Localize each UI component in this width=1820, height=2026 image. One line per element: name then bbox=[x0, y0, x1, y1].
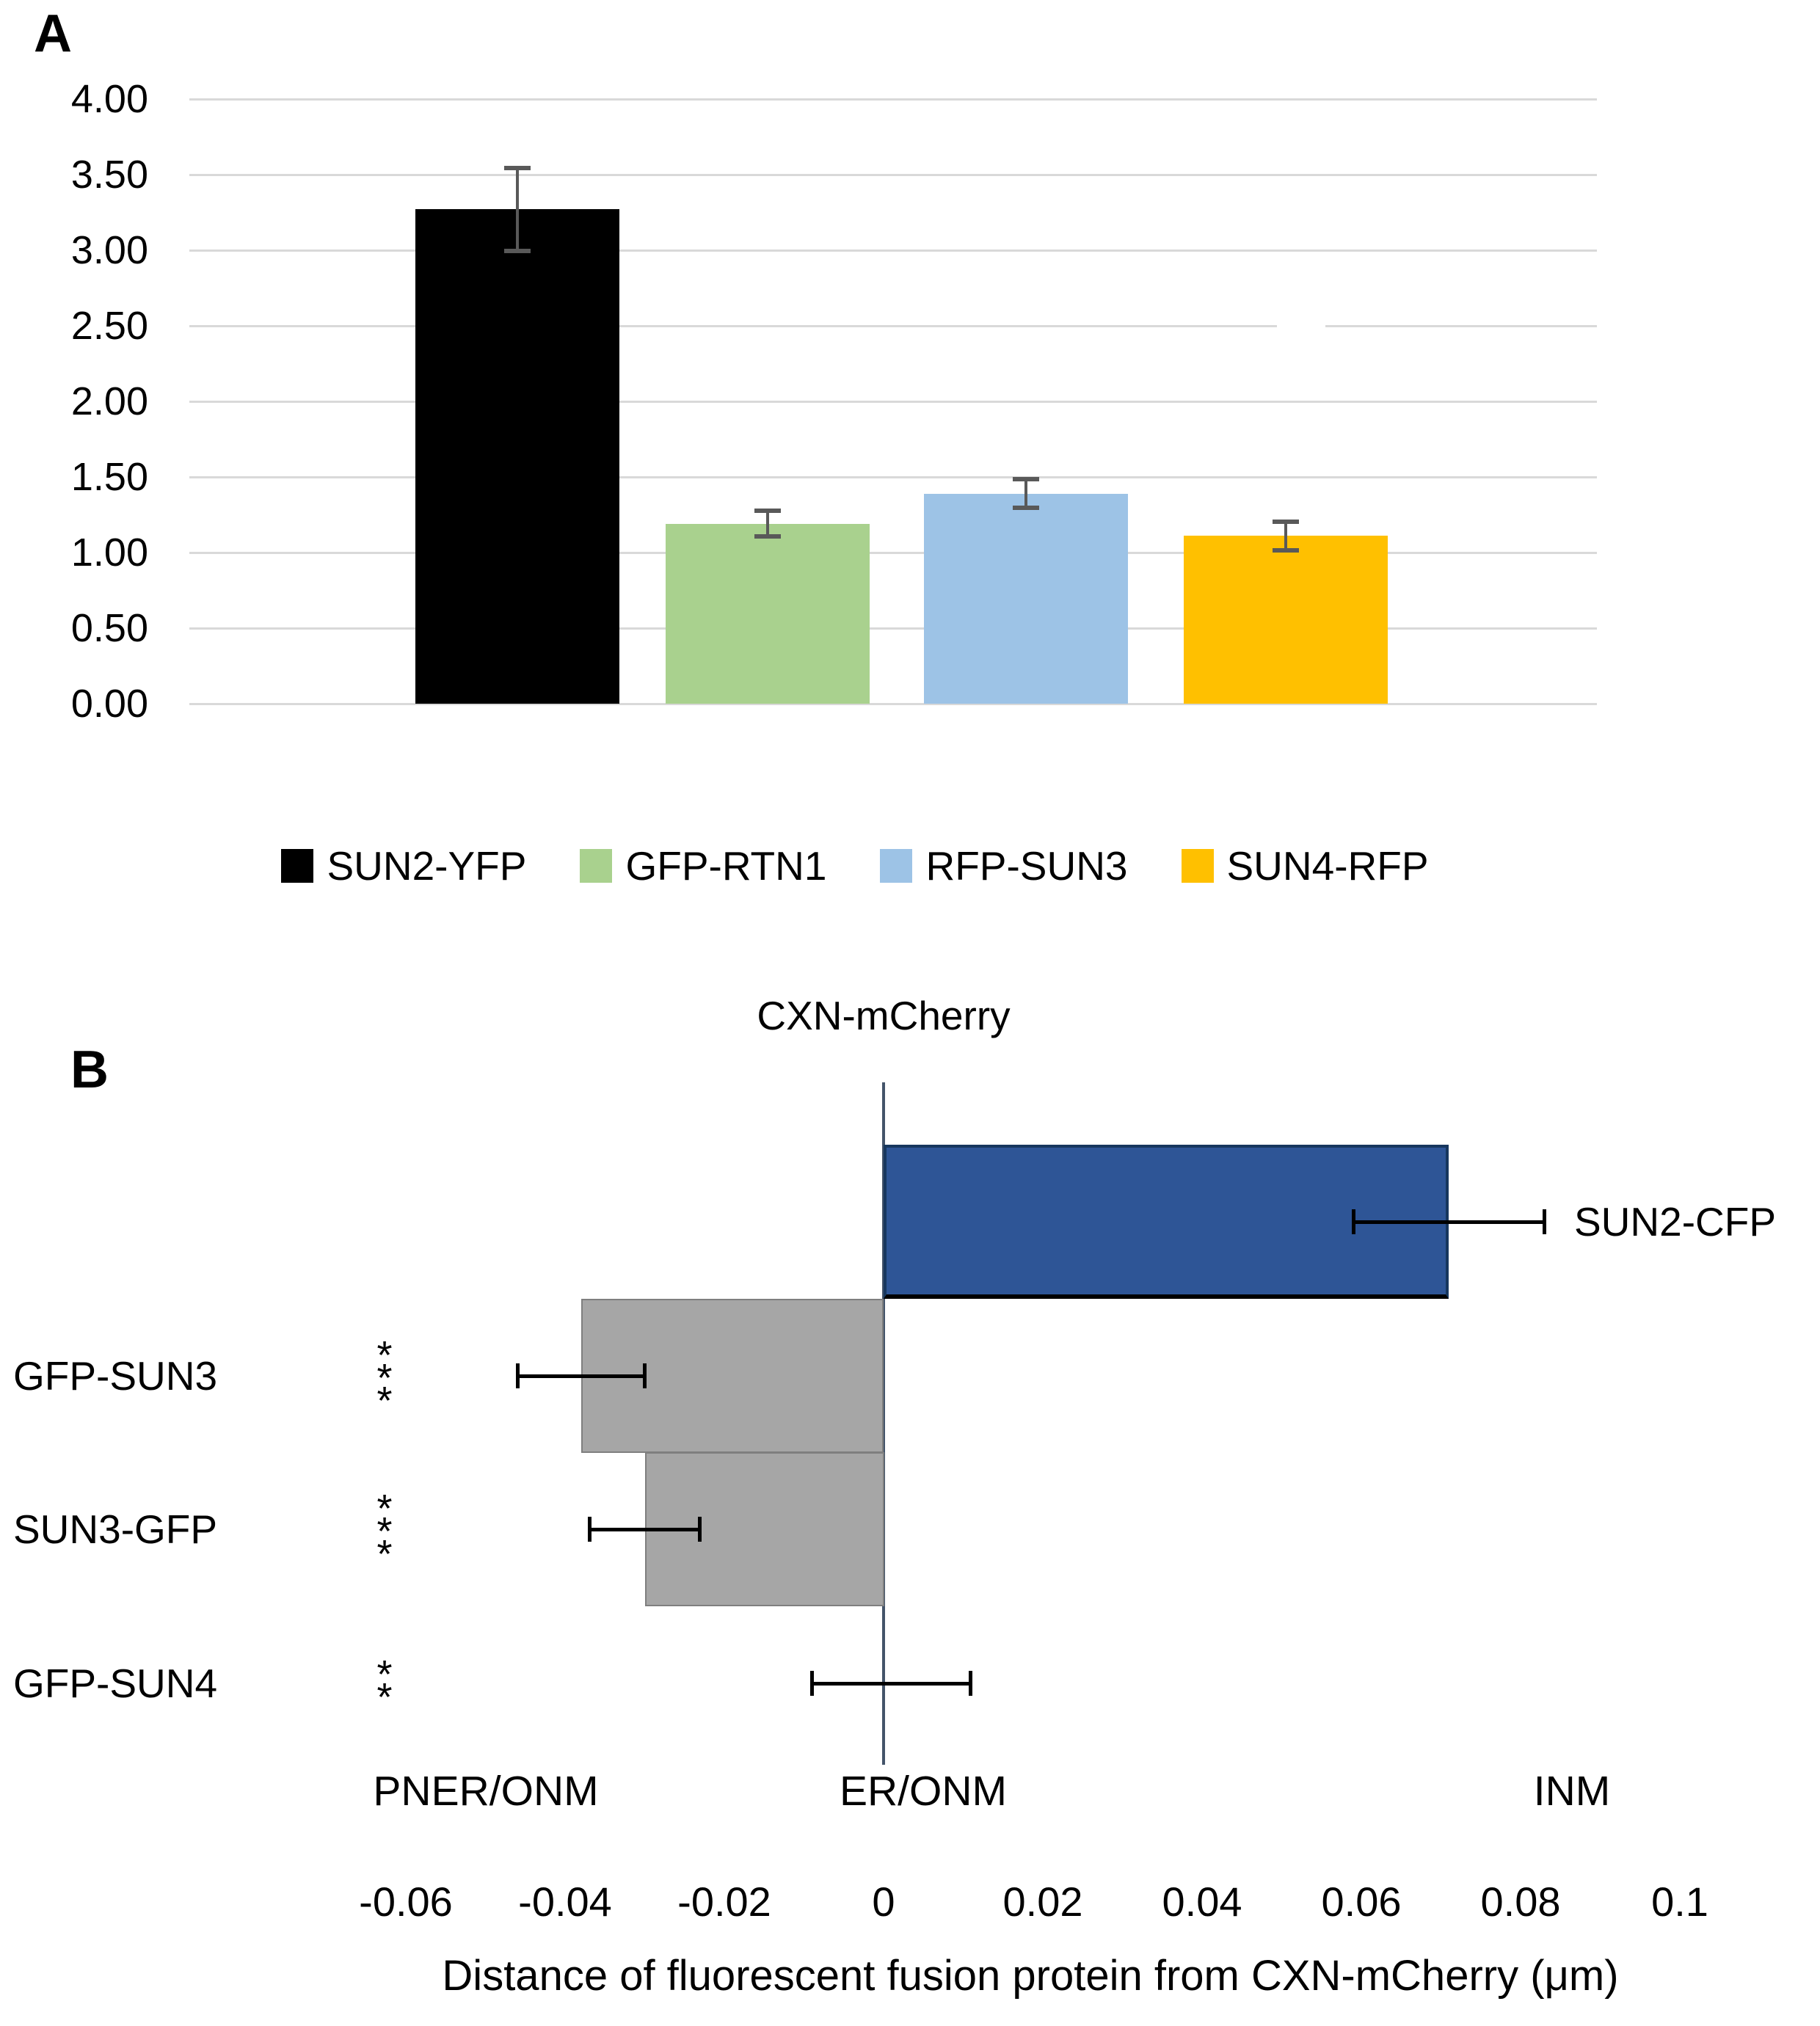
y-axis-label: 3.50 bbox=[70, 153, 148, 197]
error-bar-line bbox=[766, 510, 769, 537]
panel-a-label: A bbox=[34, 4, 72, 63]
significance-asterisk: * bbox=[376, 1356, 393, 1400]
panel-b-x-axis-title: Distance of fluorescent fusion protein f… bbox=[442, 1952, 1619, 2000]
y-axis-label: 0.50 bbox=[70, 606, 148, 650]
panel-b-zero-axis-line bbox=[882, 1082, 885, 1765]
legend-label: SUN2-YFP bbox=[327, 843, 527, 889]
category-label-gfp-sun4: GFP-SUN4 bbox=[13, 1661, 218, 1706]
zone-label-inm: INM bbox=[1533, 1768, 1611, 1815]
error-bar-cap-left bbox=[1352, 1209, 1355, 1234]
gridline bbox=[189, 703, 1597, 705]
bar-sun2-yfp bbox=[415, 209, 619, 704]
panel-b-title: CXN-mCherry bbox=[757, 993, 1011, 1038]
significance-asterisk: * bbox=[376, 1379, 393, 1423]
error-bar-cap-bottom bbox=[1013, 506, 1039, 510]
bar-gfp-rtn1 bbox=[666, 524, 870, 704]
bar-sun4-rfp bbox=[1184, 536, 1388, 704]
error-bar-line bbox=[812, 1682, 971, 1686]
error-bar-cap-left bbox=[588, 1517, 592, 1542]
gridline bbox=[189, 174, 1597, 176]
error-bar-cap-top bbox=[754, 509, 781, 513]
error-bar-cap-right bbox=[969, 1671, 972, 1696]
legend-item: SUN2-YFP bbox=[281, 844, 526, 888]
y-axis-label: 3.00 bbox=[70, 228, 148, 272]
panel-a-plot-area bbox=[189, 98, 1597, 705]
gridline bbox=[189, 98, 1597, 101]
zone-label-er-onm: ER/ONM bbox=[840, 1768, 1007, 1815]
x-tick-label: 0.08 bbox=[1480, 1879, 1561, 1925]
significance-asterisk: * bbox=[376, 1487, 393, 1531]
error-bar-line bbox=[1353, 1220, 1545, 1224]
error-bar-cap-right bbox=[643, 1363, 647, 1388]
error-bar-cap-left bbox=[516, 1363, 520, 1388]
error-bar-cap-right bbox=[698, 1517, 702, 1542]
error-bar-cap-bottom bbox=[1273, 548, 1299, 553]
error-bar-cap-top bbox=[1273, 520, 1299, 524]
gridline bbox=[189, 476, 1597, 478]
gridline bbox=[189, 325, 1597, 327]
category-label-gfp-sun3: GFP-SUN3 bbox=[13, 1353, 218, 1399]
legend-label: SUN4-RFP bbox=[1226, 843, 1429, 889]
error-bar-cap-bottom bbox=[504, 249, 531, 253]
x-tick-label: 0 bbox=[872, 1879, 895, 1925]
y-axis-label: 1.00 bbox=[70, 531, 148, 575]
y-axis-label: 1.50 bbox=[70, 455, 148, 499]
legend-swatch bbox=[1181, 849, 1214, 883]
category-label-sun3-gfp: SUN3-GFP bbox=[13, 1506, 218, 1552]
error-bar-line bbox=[517, 1374, 645, 1378]
legend-label: RFP-SUN3 bbox=[925, 843, 1128, 889]
legend-label: GFP-RTN1 bbox=[625, 843, 827, 889]
x-tick-label: -0.02 bbox=[677, 1879, 771, 1925]
x-tick-label: 0.1 bbox=[1651, 1879, 1708, 1925]
error-bar-cap-top bbox=[1013, 477, 1039, 481]
x-tick-label: -0.04 bbox=[518, 1879, 612, 1925]
error-bar-cap-left bbox=[810, 1671, 814, 1696]
x-tick-label: 0.06 bbox=[1321, 1879, 1402, 1925]
x-tick-label: -0.06 bbox=[359, 1879, 453, 1925]
significance-asterisk: * bbox=[376, 1509, 393, 1553]
panel-a-legend: SUN2-YFP GFP-RTN1 RFP-SUN3 SUN4-RFP bbox=[0, 844, 1710, 888]
bar-sun3-gfp bbox=[645, 1452, 884, 1606]
legend-swatch bbox=[281, 849, 314, 883]
error-bar-cap-right bbox=[1543, 1209, 1546, 1234]
x-tick-label: 0.02 bbox=[1002, 1879, 1083, 1925]
gridline bbox=[189, 552, 1597, 554]
significance-asterisk: * bbox=[376, 1652, 393, 1697]
panel-b-label: B bbox=[70, 1041, 109, 1099]
error-bar-cap-top bbox=[504, 166, 531, 170]
y-axis-label: 4.00 bbox=[70, 77, 148, 121]
x-tick-label: 0.04 bbox=[1162, 1879, 1242, 1925]
gridline bbox=[189, 627, 1597, 630]
error-bar-line bbox=[516, 167, 519, 252]
legend-item: RFP-SUN3 bbox=[880, 843, 1128, 889]
gridline bbox=[189, 401, 1597, 403]
legend-swatch bbox=[880, 849, 913, 883]
error-bar-line bbox=[1024, 478, 1027, 509]
zone-label-pner-onm: PNER/ONM bbox=[373, 1768, 599, 1815]
error-bar-line bbox=[589, 1528, 700, 1531]
gridline-gap bbox=[1277, 323, 1325, 329]
y-axis-label: 2.00 bbox=[70, 379, 148, 423]
legend-item: SUN4-RFP bbox=[1181, 843, 1429, 889]
significance-asterisk: * bbox=[376, 1333, 393, 1377]
legend-item: GFP-RTN1 bbox=[580, 844, 826, 888]
y-axis-label: 0.00 bbox=[70, 682, 148, 726]
significance-asterisk: * bbox=[376, 1675, 393, 1719]
category-label-sun2-cfp: SUN2-CFP bbox=[1574, 1199, 1777, 1245]
gridline bbox=[189, 249, 1597, 252]
error-bar-cap-bottom bbox=[754, 534, 781, 539]
bar-rfp-sun3 bbox=[924, 494, 1128, 704]
error-bar-line bbox=[1284, 521, 1287, 551]
legend-swatch bbox=[580, 849, 613, 883]
y-axis-label: 2.50 bbox=[70, 304, 148, 348]
significance-asterisk: * bbox=[376, 1532, 393, 1576]
